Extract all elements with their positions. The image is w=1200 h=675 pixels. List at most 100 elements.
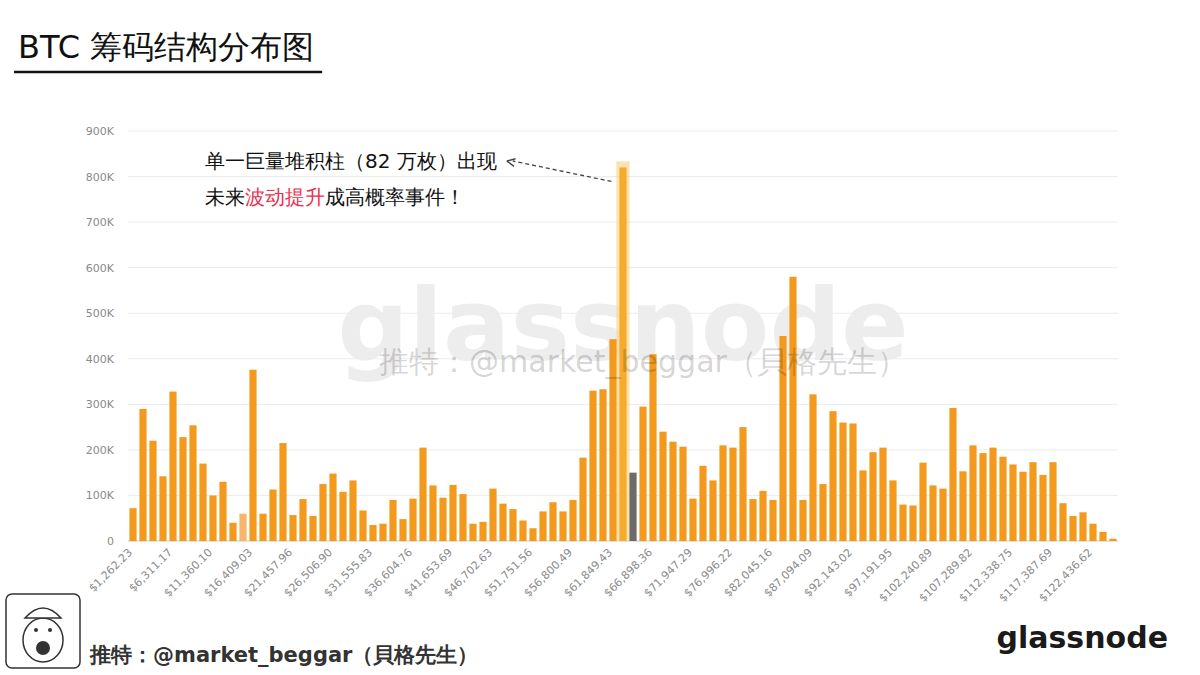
bar — [569, 500, 576, 541]
bar — [709, 480, 716, 541]
bar — [669, 442, 676, 541]
bar — [369, 525, 376, 541]
bar — [1039, 475, 1046, 541]
bar — [419, 448, 426, 541]
watermark-credit: 推特：@market_beggar（貝格先生） — [379, 344, 907, 379]
bar — [459, 494, 466, 541]
bar — [839, 423, 846, 541]
bar — [139, 409, 146, 541]
y-tick-label: 500K — [86, 307, 115, 320]
bar — [589, 391, 596, 541]
y-tick-label: 600K — [86, 262, 115, 275]
x-tick-label: $122,436.62 — [1036, 546, 1095, 605]
bar — [809, 394, 816, 541]
bar — [299, 499, 306, 541]
bar — [979, 453, 986, 541]
bar — [179, 437, 186, 541]
bar — [429, 485, 436, 541]
bar — [359, 510, 366, 541]
bar — [549, 502, 556, 541]
bar — [949, 408, 956, 541]
bar — [969, 445, 976, 541]
credit: 推特：@market_beggar（貝格先生） — [89, 643, 478, 667]
avatar-frame — [6, 594, 80, 668]
bar — [859, 470, 866, 541]
bar — [449, 485, 456, 541]
bar — [389, 500, 396, 541]
bar — [409, 499, 416, 541]
bar — [499, 504, 506, 541]
bar — [1109, 539, 1116, 541]
bar — [939, 489, 946, 541]
bar — [629, 473, 636, 541]
bar — [489, 489, 496, 541]
bar — [129, 508, 136, 541]
bar — [1019, 472, 1026, 541]
annotation-arrow — [513, 161, 612, 181]
bar — [209, 495, 216, 541]
annotation-segment: 波动提升 — [245, 185, 325, 209]
bar — [169, 392, 176, 541]
bar — [1049, 462, 1056, 541]
annotation: 单一巨量堆积柱（82 万枚）出现 — [205, 149, 497, 173]
avatar-body — [23, 618, 63, 662]
y-tick-label: 100K — [86, 489, 115, 502]
bar — [999, 457, 1006, 541]
y-tick-label: 200K — [86, 444, 115, 457]
bar — [289, 515, 296, 541]
bar — [529, 528, 536, 541]
bar — [469, 524, 476, 541]
bar — [799, 500, 806, 541]
annotation-segment: 未来 — [205, 185, 245, 209]
bar — [339, 492, 346, 541]
bar — [1079, 512, 1086, 541]
bar — [1089, 524, 1096, 541]
bar — [229, 523, 236, 541]
annotation-segment: 成高概率事件！ — [325, 185, 465, 209]
avatar-eye — [34, 628, 38, 632]
y-tick-label: 700K — [86, 216, 115, 229]
bar — [869, 452, 876, 541]
bar — [509, 509, 516, 541]
bar — [849, 423, 856, 541]
bar — [149, 441, 156, 541]
annotation-arrowhead — [507, 159, 516, 167]
bar — [789, 277, 796, 541]
bars — [129, 161, 1116, 541]
grid — [128, 131, 1118, 541]
y-tick-label: 300K — [86, 398, 115, 411]
bar — [259, 514, 266, 541]
bar — [679, 447, 686, 541]
annotation: 未来波动提升成高概率事件！ — [205, 185, 465, 209]
source-logo: glassnode — [996, 620, 1168, 655]
bar — [819, 484, 826, 541]
y-tick-label: 0 — [107, 535, 114, 548]
bar — [399, 519, 406, 541]
bar — [739, 427, 746, 541]
bar — [959, 471, 966, 541]
bar — [249, 370, 256, 541]
bar — [1059, 503, 1066, 541]
bar — [309, 516, 316, 541]
bar — [759, 491, 766, 541]
bar — [269, 490, 276, 541]
chart-root: glassnode0100K200K300K400K500K600K700K80… — [0, 0, 1200, 675]
bar — [769, 500, 776, 541]
bar — [749, 499, 756, 541]
bar — [239, 514, 246, 541]
avatar — [6, 594, 80, 668]
bar — [729, 448, 736, 541]
y-tick-label: 900K — [86, 125, 115, 138]
bar — [519, 521, 526, 542]
bar — [439, 498, 446, 541]
bar — [189, 425, 196, 541]
bar — [899, 505, 906, 541]
bar — [329, 474, 336, 541]
bar — [199, 464, 206, 541]
bar — [539, 511, 546, 541]
bar — [719, 445, 726, 541]
bar — [599, 389, 606, 541]
bar — [349, 480, 356, 541]
bar — [1069, 516, 1076, 541]
bar — [659, 432, 666, 541]
